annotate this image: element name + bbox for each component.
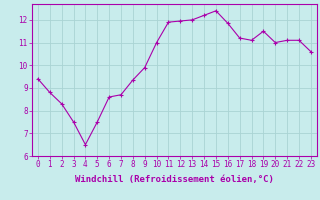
X-axis label: Windchill (Refroidissement éolien,°C): Windchill (Refroidissement éolien,°C) [75, 175, 274, 184]
